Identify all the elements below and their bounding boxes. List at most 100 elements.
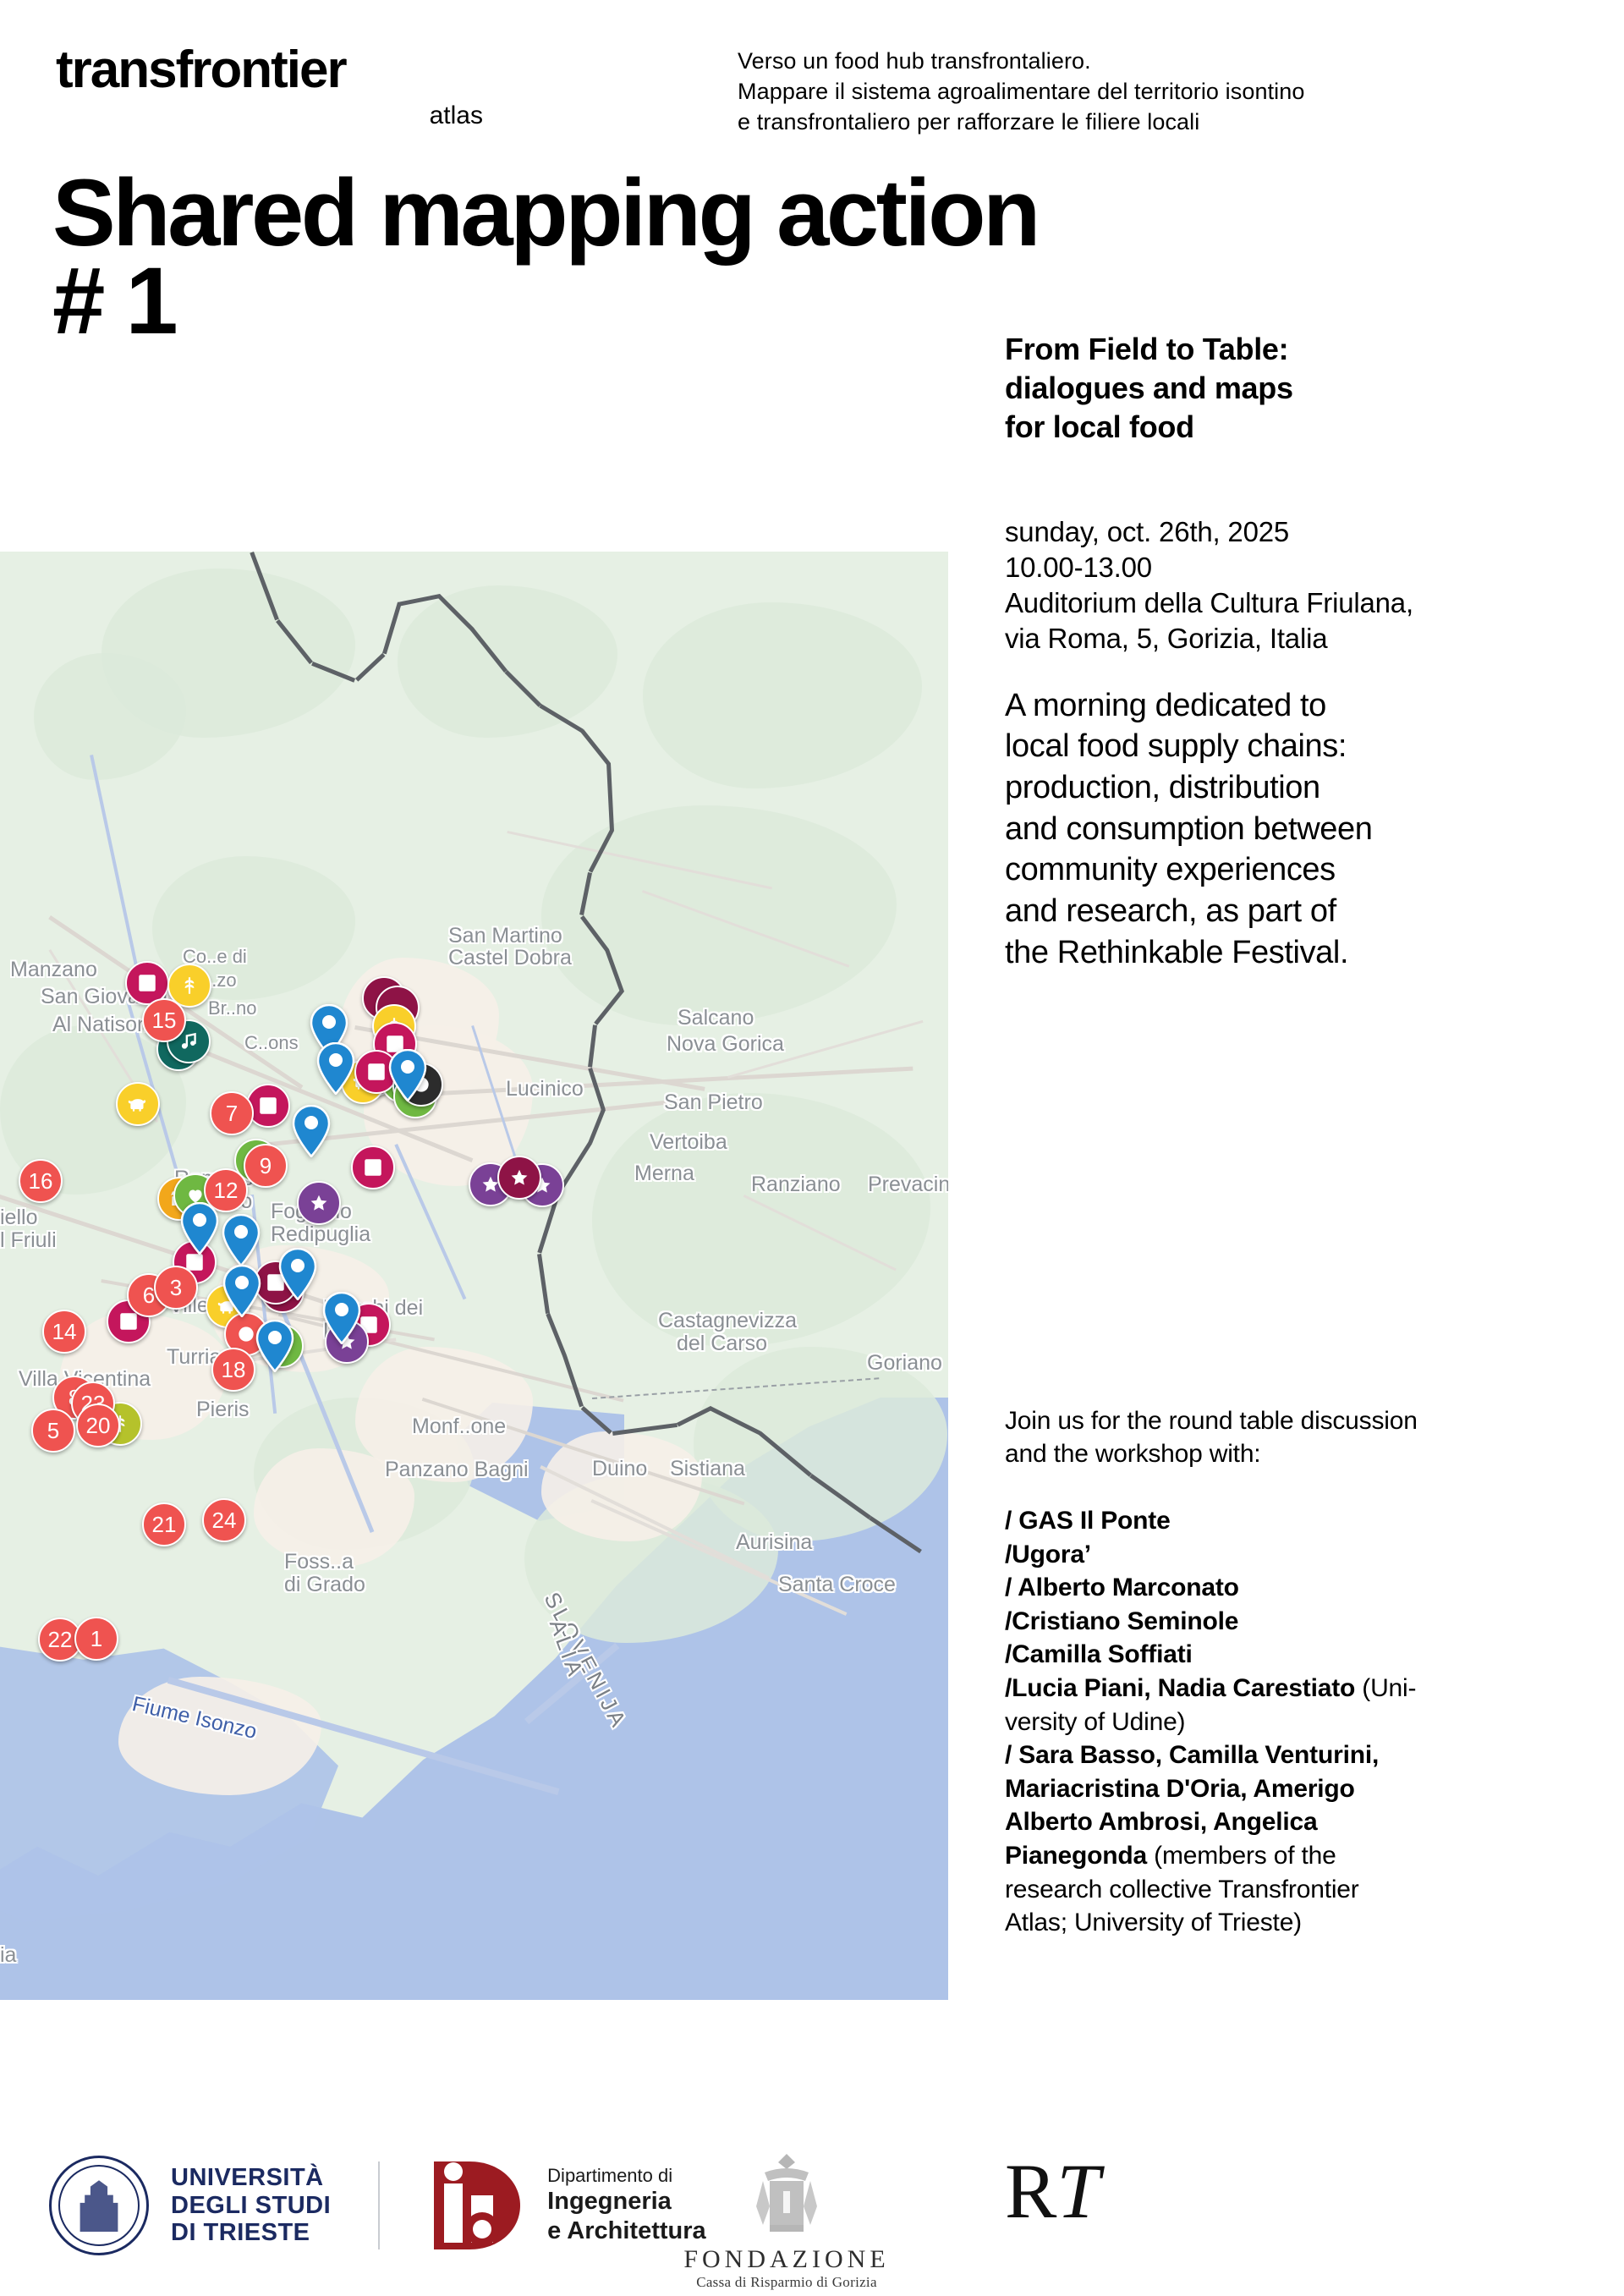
logo-fondazione: FONDAZIONE Cassa di Risparmio di Gorizia bbox=[677, 2150, 897, 2291]
foundation-name: FONDAZIONE bbox=[683, 2245, 890, 2273]
map-marker-square[interactable] bbox=[107, 1299, 151, 1343]
event-subtitle: From Field to Table: dialogues and maps … bbox=[1005, 330, 1597, 447]
map-cluster-marker[interactable]: 15 bbox=[142, 998, 186, 1042]
map-marker-square[interactable] bbox=[351, 1145, 395, 1189]
headline-line-1: Shared mapping action bbox=[52, 160, 1040, 266]
map-cluster-marker[interactable]: 18 bbox=[211, 1348, 255, 1392]
subtitle-line-1: From Field to Table: bbox=[1005, 332, 1289, 366]
subtitle-line-3: for local food bbox=[1005, 409, 1194, 445]
participant-name: / Alberto Marconato bbox=[1005, 1574, 1239, 1602]
dia-mark-icon bbox=[427, 2158, 530, 2253]
participant-line: /Ugora’ bbox=[1005, 1538, 1610, 1572]
map-pin[interactable] bbox=[255, 1320, 294, 1372]
subtitle-line-2: dialogues and maps bbox=[1005, 371, 1293, 406]
map-pin[interactable] bbox=[316, 1042, 355, 1095]
participant-name: / GAS Il Ponte bbox=[1005, 1507, 1171, 1535]
participants-lead-line-1: Join us for the round table discussion bbox=[1005, 1407, 1418, 1435]
map-place-label: del Carso bbox=[677, 1332, 767, 1355]
participant-line: /Lucia Piani, Nadia Carestiato (Uni- bbox=[1005, 1672, 1610, 1706]
event-details: sunday, oct. 26th, 2025 10.00-13.00 Audi… bbox=[1005, 514, 1597, 656]
map-cluster-marker[interactable]: 24 bbox=[202, 1498, 246, 1542]
map-marker-square[interactable] bbox=[125, 961, 169, 1005]
map-marker-star[interactable] bbox=[297, 1181, 341, 1225]
participant-line: Pianegonda (members of the bbox=[1005, 1839, 1610, 1873]
cluster-count: 3 bbox=[169, 1275, 183, 1300]
map-place-label: Sistiana bbox=[670, 1457, 745, 1480]
cluster-count: 21 bbox=[151, 1512, 177, 1537]
map-marker-music[interactable] bbox=[167, 1019, 211, 1063]
participant-name: Mariacristina D'Oria, Amerigo bbox=[1005, 1774, 1355, 1803]
participant-line: research collective Transfrontier bbox=[1005, 1873, 1610, 1907]
map-place-label: Duino bbox=[592, 1457, 648, 1480]
map-place-label: Redipuglia bbox=[271, 1222, 371, 1246]
map-place-label: di Grado bbox=[284, 1573, 365, 1596]
cluster-count: 6 bbox=[142, 1283, 156, 1308]
map-pin[interactable] bbox=[222, 1214, 261, 1266]
map-place-label: Santa Croce bbox=[778, 1573, 896, 1596]
map-marker-cow[interactable] bbox=[116, 1082, 160, 1126]
map-pin[interactable] bbox=[278, 1248, 317, 1300]
foundation-subtitle: Cassa di Risparmio di Gorizia bbox=[696, 2274, 877, 2290]
participant-line: Atlas; University of Trieste) bbox=[1005, 1906, 1610, 1940]
crest-icon bbox=[748, 2150, 826, 2244]
map-place-label: C..ons bbox=[244, 1032, 299, 1053]
map-cluster-marker[interactable]: 14 bbox=[42, 1310, 86, 1354]
map-cluster-marker[interactable]: 16 bbox=[19, 1159, 63, 1203]
brand-subname: atlas bbox=[429, 102, 483, 129]
participant-line: versity of Udine) bbox=[1005, 1706, 1610, 1739]
cluster-count: 20 bbox=[85, 1413, 111, 1438]
participant-affiliation: (Uni- bbox=[1355, 1673, 1417, 1702]
map-place-label: Lucinico bbox=[506, 1077, 584, 1101]
map-marker-square[interactable] bbox=[246, 1084, 290, 1128]
event-description: A morning dedicated to local food supply… bbox=[1005, 685, 1597, 973]
map-pin[interactable] bbox=[388, 1049, 427, 1101]
footer-logos: UNIVERSITÀ DEGLI STUDI DI TRIESTE bbox=[0, 2147, 1624, 2296]
university-line-1: UNIVERSITÀ bbox=[171, 2164, 324, 2192]
map-place-label: Manzano bbox=[10, 958, 97, 981]
event-venue: Auditorium della Cultura Friulana, bbox=[1005, 587, 1413, 619]
map-place-label: Co..e di bbox=[183, 946, 247, 967]
map-cluster-marker[interactable]: 22 bbox=[38, 1618, 82, 1662]
event-date: sunday, oct. 26th, 2025 bbox=[1005, 516, 1290, 548]
participants-block: Join us for the round table discussion a… bbox=[1005, 1404, 1610, 1940]
department-line-3: e Architettura bbox=[547, 2217, 706, 2245]
university-name: UNIVERSITÀ DEGLI STUDI DI TRIESTE bbox=[171, 2164, 331, 2246]
map-pin[interactable] bbox=[222, 1265, 261, 1317]
map-place-label: Prevacin bbox=[868, 1173, 948, 1196]
cluster-count: 15 bbox=[151, 1008, 177, 1033]
map-place-label: Salcano bbox=[678, 1006, 754, 1030]
event-time: 10.00-13.00 bbox=[1005, 552, 1152, 584]
map-place-label: San Martino bbox=[448, 924, 562, 948]
map-cluster-marker[interactable]: 3 bbox=[154, 1266, 198, 1310]
map-place-label: Br..no bbox=[208, 997, 257, 1019]
map-cluster-marker[interactable]: 5 bbox=[31, 1409, 75, 1453]
kicker-line-3: e transfrontaliero per rafforzare le fil… bbox=[738, 108, 1200, 135]
participants-lead: Join us for the round table discussion a… bbox=[1005, 1404, 1610, 1470]
map-cluster-marker[interactable]: 7 bbox=[210, 1091, 254, 1135]
cluster-count: 5 bbox=[47, 1418, 60, 1443]
map-marker-wheat[interactable] bbox=[167, 964, 211, 1008]
right-column: From Field to Table: dialogues and maps … bbox=[1005, 330, 1597, 973]
map-pin[interactable] bbox=[180, 1202, 219, 1255]
participant-name: /Cristiano Seminole bbox=[1005, 1607, 1239, 1635]
university-seal-icon bbox=[49, 2156, 149, 2255]
map-cluster-marker[interactable]: 20 bbox=[76, 1403, 120, 1447]
map-pin[interactable] bbox=[292, 1105, 331, 1157]
cluster-count: 1 bbox=[90, 1626, 103, 1651]
department-name: Dipartimento di Ingegneria e Architettur… bbox=[547, 2165, 705, 2246]
map-cluster-marker[interactable]: 12 bbox=[204, 1168, 248, 1212]
map-place-label: Castagnevizza bbox=[658, 1309, 797, 1332]
participant-name: /Ugora’ bbox=[1005, 1540, 1091, 1568]
cluster-count: 12 bbox=[213, 1178, 239, 1203]
map-cluster-marker[interactable]: 9 bbox=[244, 1144, 288, 1188]
cluster-count: 22 bbox=[47, 1627, 73, 1652]
map-urban-area bbox=[254, 1448, 414, 1567]
map-cluster-marker[interactable]: 21 bbox=[142, 1502, 186, 1546]
map-cluster-marker[interactable]: 1 bbox=[74, 1617, 118, 1661]
kicker-line-2: Mappare il sistema agroalimentare del te… bbox=[738, 78, 1305, 104]
map-pin[interactable] bbox=[322, 1292, 361, 1344]
map-marker-star[interactable] bbox=[497, 1156, 541, 1200]
